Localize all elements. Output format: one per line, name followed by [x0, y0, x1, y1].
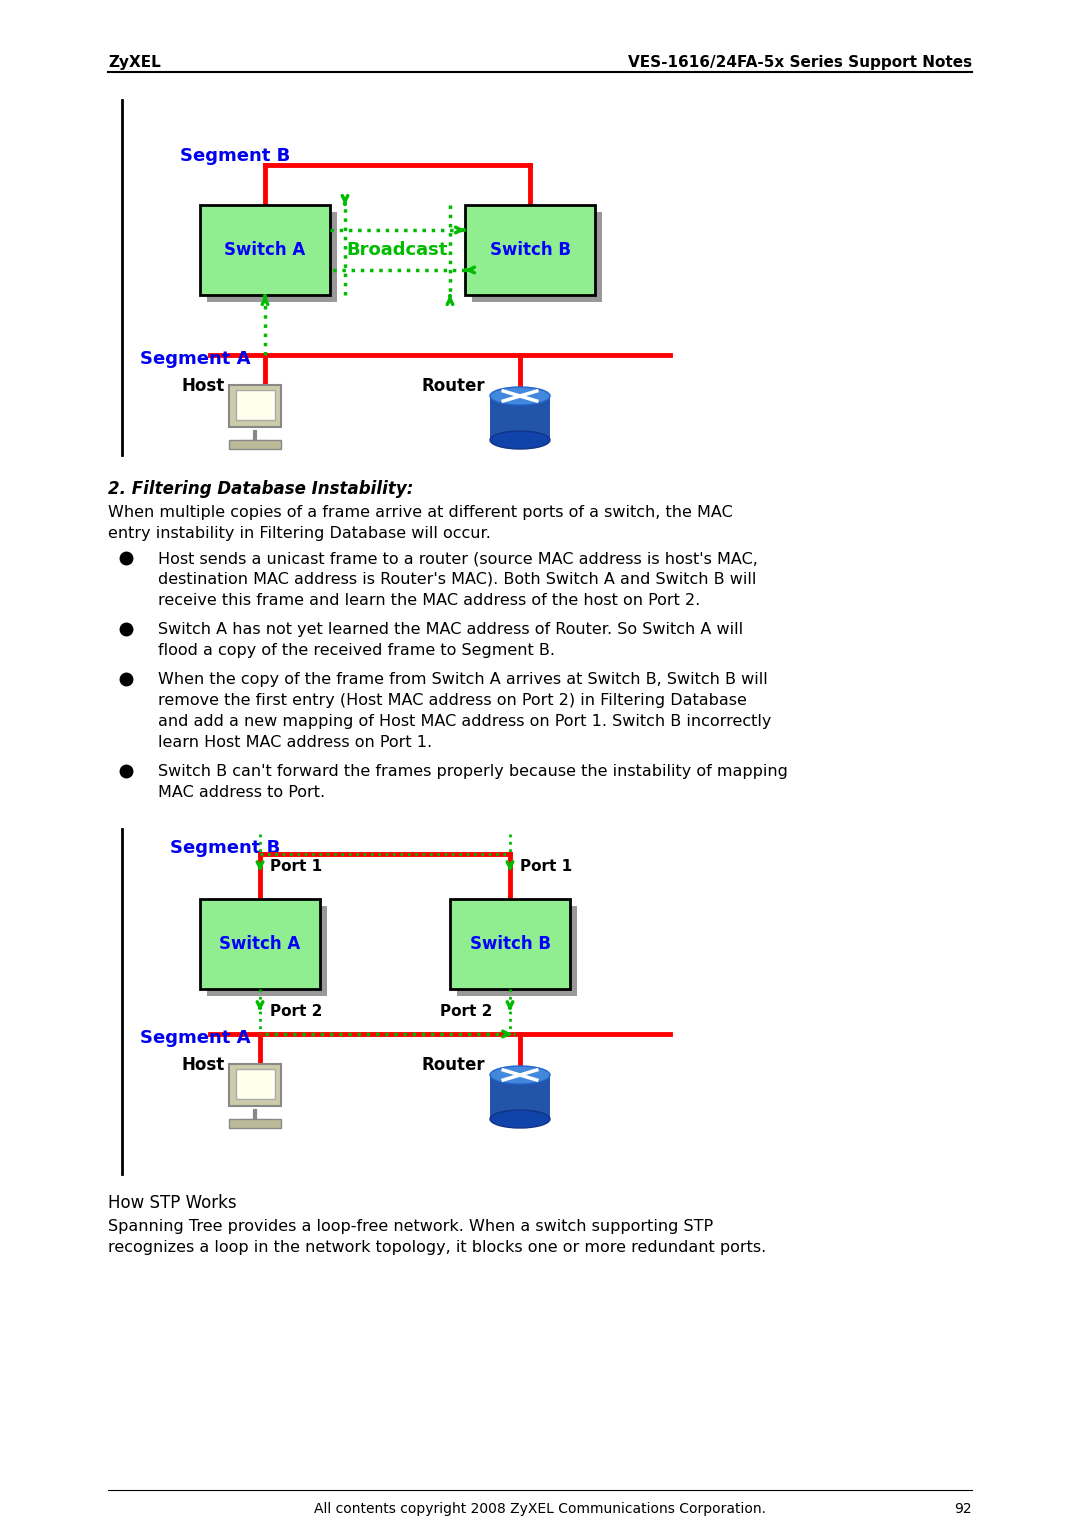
Text: Port 1: Port 1 [270, 860, 322, 873]
Text: Segment B: Segment B [170, 838, 280, 857]
Ellipse shape [490, 386, 550, 405]
Text: Switch B can't forward the frames properly because the instability of mapping: Switch B can't forward the frames proper… [158, 764, 788, 779]
FancyBboxPatch shape [237, 389, 275, 420]
Text: Host: Host [181, 1057, 225, 1073]
Text: Port 2: Port 2 [440, 1003, 492, 1019]
Text: Port 2: Port 2 [270, 1003, 322, 1019]
FancyBboxPatch shape [465, 205, 595, 295]
FancyBboxPatch shape [450, 899, 570, 989]
Text: All contents copyright 2008 ZyXEL Communications Corporation.: All contents copyright 2008 ZyXEL Commun… [314, 1503, 766, 1516]
FancyBboxPatch shape [472, 212, 602, 302]
Text: Segment B: Segment B [180, 147, 291, 165]
Text: flood a copy of the received frame to Segment B.: flood a copy of the received frame to Se… [158, 643, 555, 658]
FancyBboxPatch shape [207, 906, 327, 996]
Text: Switch A: Switch A [225, 241, 306, 260]
Text: and add a new mapping of Host MAC address on Port 1. Switch B incorrectly: and add a new mapping of Host MAC addres… [158, 715, 771, 728]
Text: 92: 92 [955, 1503, 972, 1516]
FancyBboxPatch shape [229, 440, 281, 449]
FancyBboxPatch shape [207, 212, 337, 302]
FancyBboxPatch shape [229, 1119, 281, 1128]
FancyBboxPatch shape [490, 394, 550, 440]
Text: Segment A: Segment A [140, 1029, 251, 1048]
Text: Router: Router [421, 377, 485, 395]
Text: receive this frame and learn the MAC address of the host on Port 2.: receive this frame and learn the MAC add… [158, 592, 700, 608]
Text: Spanning Tree provides a loop-free network. When a switch supporting STP: Spanning Tree provides a loop-free netwo… [108, 1219, 713, 1234]
Text: Host sends a unicast frame to a router (source MAC address is host's MAC,: Host sends a unicast frame to a router (… [158, 551, 758, 567]
Text: remove the first entry (Host MAC address on Port 2) in Filtering Database: remove the first entry (Host MAC address… [158, 693, 747, 709]
Text: Switch A: Switch A [219, 935, 300, 953]
Text: Port 1: Port 1 [519, 860, 572, 873]
Text: Switch B: Switch B [470, 935, 551, 953]
Text: How STP Works: How STP Works [108, 1194, 237, 1212]
Text: ZyXEL: ZyXEL [108, 55, 161, 70]
Text: Switch B: Switch B [489, 241, 570, 260]
FancyBboxPatch shape [457, 906, 577, 996]
FancyBboxPatch shape [490, 1073, 550, 1119]
FancyBboxPatch shape [229, 385, 281, 428]
Ellipse shape [490, 1110, 550, 1128]
Text: When multiple copies of a frame arrive at different ports of a switch, the MAC: When multiple copies of a frame arrive a… [108, 505, 732, 521]
Text: Broadcast: Broadcast [347, 241, 448, 260]
Ellipse shape [490, 431, 550, 449]
Text: learn Host MAC address on Port 1.: learn Host MAC address on Port 1. [158, 734, 432, 750]
Text: destination MAC address is Router's MAC). Both Switch A and Switch B will: destination MAC address is Router's MAC)… [158, 573, 756, 586]
Text: MAC address to Port.: MAC address to Port. [158, 785, 325, 800]
Text: Router: Router [421, 1057, 485, 1073]
Text: When the copy of the frame from Switch A arrives at Switch B, Switch B will: When the copy of the frame from Switch A… [158, 672, 768, 687]
FancyBboxPatch shape [237, 1069, 275, 1099]
Text: Segment A: Segment A [140, 350, 251, 368]
FancyBboxPatch shape [200, 899, 320, 989]
Text: 2. Filtering Database Instability:: 2. Filtering Database Instability: [108, 479, 414, 498]
Text: recognizes a loop in the network topology, it blocks one or more redundant ports: recognizes a loop in the network topolog… [108, 1240, 766, 1255]
Text: Host: Host [181, 377, 225, 395]
Text: entry instability in Filtering Database will occur.: entry instability in Filtering Database … [108, 525, 491, 541]
FancyBboxPatch shape [229, 1064, 281, 1106]
Text: VES-1616/24FA-5x Series Support Notes: VES-1616/24FA-5x Series Support Notes [627, 55, 972, 70]
Text: Switch A has not yet learned the MAC address of Router. So Switch A will: Switch A has not yet learned the MAC add… [158, 621, 743, 637]
FancyBboxPatch shape [200, 205, 330, 295]
Ellipse shape [490, 1066, 550, 1084]
